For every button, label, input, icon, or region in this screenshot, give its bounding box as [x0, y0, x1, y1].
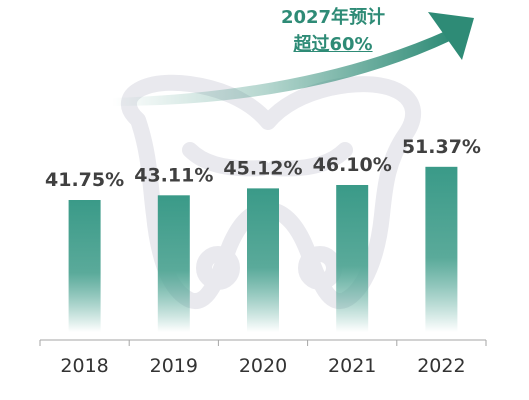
data-label-2022: 51.37%	[402, 136, 481, 158]
bar-2022	[425, 166, 458, 332]
bar-2020	[247, 188, 279, 332]
data-label-2020: 45.12%	[223, 157, 302, 179]
annotation-2027-forecast: 2027年预计	[280, 7, 386, 28]
data-label-2021: 46.10%	[313, 154, 392, 176]
x-tick-label-2021: 2021	[328, 355, 376, 377]
x-tick-label-2019: 2019	[150, 355, 198, 377]
bar-2021	[336, 184, 369, 332]
data-label-2019: 43.11%	[134, 164, 213, 186]
x-tick-label-2018: 2018	[60, 355, 108, 377]
x-axis	[39, 339, 487, 346]
annotation-over-60: 超过60%	[293, 34, 373, 55]
x-tick-label-2020: 2020	[239, 355, 287, 377]
bar-2019	[157, 195, 190, 332]
trend-arrow-icon	[112, 12, 474, 106]
bar-2018	[68, 200, 101, 332]
data-label-2018: 41.75%	[45, 169, 124, 191]
x-tick-label-2022: 2022	[417, 355, 465, 377]
